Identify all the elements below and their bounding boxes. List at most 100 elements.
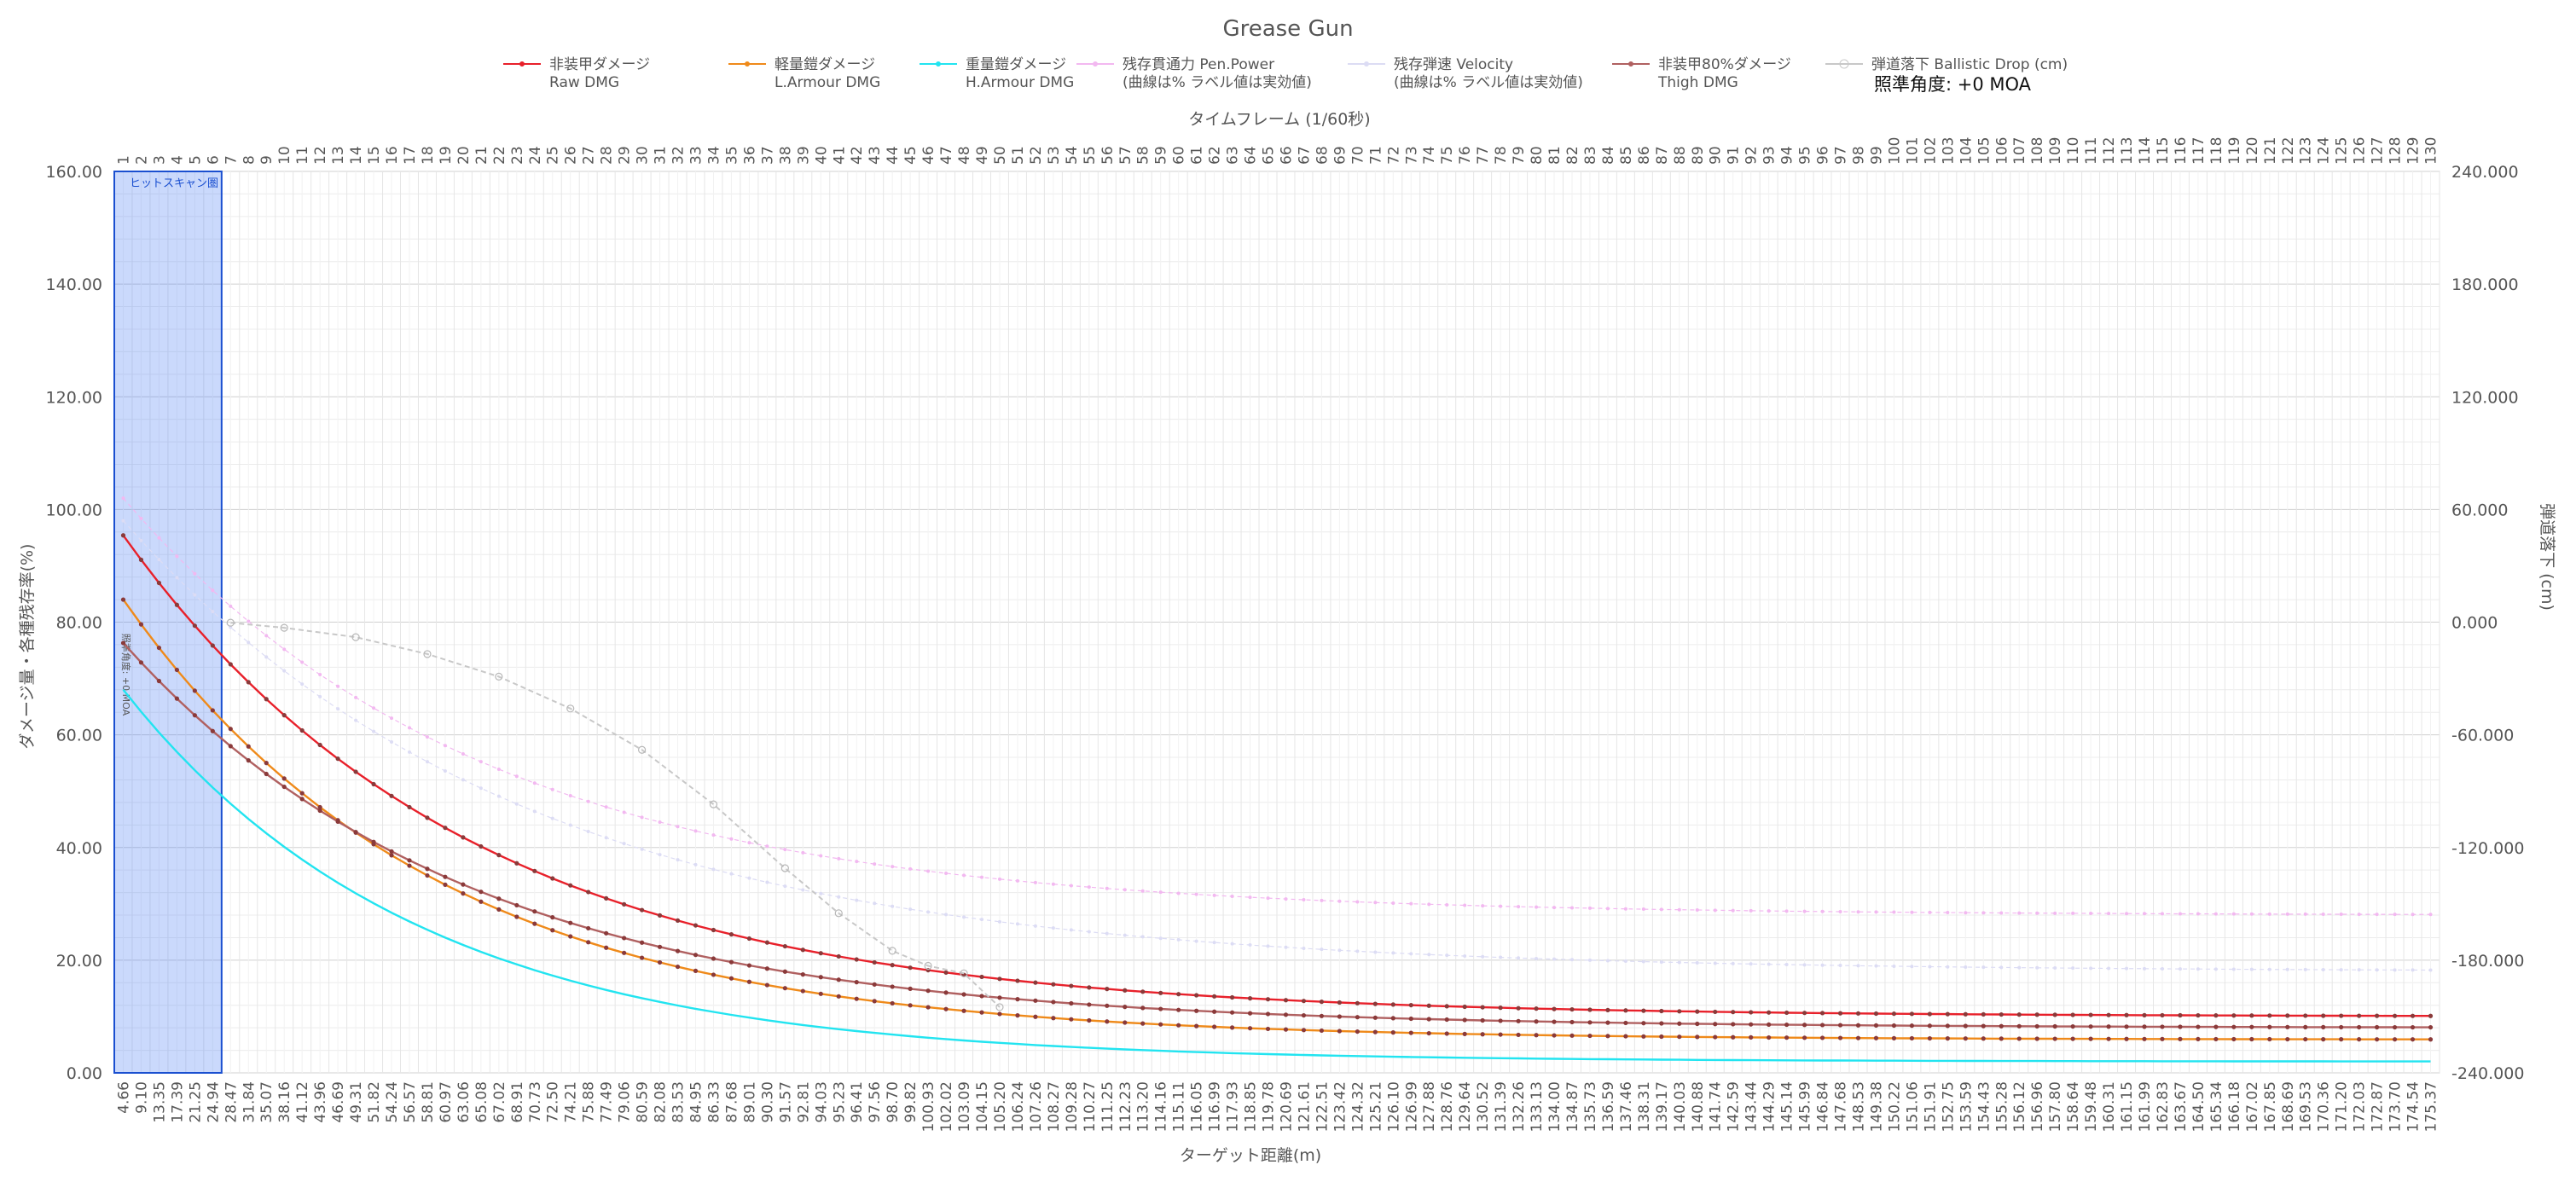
bottom-tick-label: 104.15 (974, 1081, 991, 1132)
series-point (425, 735, 429, 739)
series-point (1981, 1036, 1986, 1041)
series-point (175, 576, 179, 580)
series-point (120, 640, 126, 646)
series-point (1480, 1005, 1485, 1010)
series-point (1999, 1011, 2004, 1017)
series-point (1462, 1031, 1467, 1036)
series-point (2249, 1013, 2254, 1018)
series-point (496, 794, 501, 798)
series-point (1569, 1006, 1575, 1012)
series-point (1552, 1006, 1557, 1011)
series-point (2392, 1013, 2398, 1018)
series-point (2053, 911, 2057, 915)
bottom-tick-label: 119.78 (1261, 1081, 1278, 1132)
series-point (800, 948, 805, 953)
series-point (461, 882, 466, 887)
bottom-tick-label: 169.53 (2298, 1081, 2315, 1132)
bottom-tick-label: 138.31 (1636, 1081, 1653, 1132)
series-point (425, 760, 429, 764)
bottom-tick-label: 167.02 (2244, 1081, 2261, 1132)
bottom-tick-label: 77.49 (599, 1081, 616, 1123)
series-point (2375, 913, 2379, 917)
series-point (138, 660, 144, 665)
series-point (1713, 1009, 1718, 1015)
bottom-tick-label: 123.42 (1332, 1081, 1349, 1132)
series-point (1517, 905, 1521, 909)
series-point (658, 820, 662, 824)
bottom-tick-label: 111.25 (1099, 1081, 1117, 1132)
bottom-tick-label: 173.70 (2387, 1081, 2405, 1132)
series-point (2070, 1023, 2075, 1029)
series-point (1283, 1012, 1289, 1017)
right-tick-label: 240.000 (2451, 163, 2519, 182)
series-point (2357, 1024, 2362, 1030)
series-point (1695, 1021, 1700, 1027)
top-tick-label: 86 (1636, 146, 1653, 165)
series-point (855, 860, 859, 864)
series-point (425, 872, 430, 878)
series-line (123, 520, 2431, 971)
series-point (800, 972, 805, 977)
series-point (407, 858, 412, 863)
series-point (1964, 965, 1968, 969)
series-point (604, 836, 608, 840)
bottom-tick-label: 107.26 (1028, 1081, 1045, 1132)
series-point (1535, 905, 1539, 909)
top-tick-label: 29 (617, 146, 634, 165)
series-point (746, 979, 752, 984)
series-point (1517, 956, 1521, 960)
series-point (908, 907, 913, 912)
series-point (282, 647, 287, 652)
bottom-tick-label: 156.12 (2011, 1081, 2028, 1132)
series-point (1499, 955, 1503, 959)
top-tick-label: 93 (1761, 146, 1778, 165)
series-point (2107, 966, 2111, 971)
series-point (622, 936, 627, 941)
top-tick-label: 121 (2262, 137, 2279, 165)
left-tick-label: 60.00 (56, 727, 102, 745)
series-point (1819, 1023, 1825, 1028)
series-point (1444, 1004, 1449, 1009)
hitscan-region: ヒットスキャン圏 照準角度: +0 MOA (113, 171, 223, 1074)
series-point (1802, 909, 1807, 913)
series-point (2052, 1036, 2057, 1041)
top-tick-label: 130 (2423, 137, 2440, 165)
series-point (1928, 910, 1932, 914)
series-point (639, 955, 645, 960)
series-point (1927, 1011, 1932, 1017)
series-point (210, 643, 215, 648)
series-point (943, 990, 949, 995)
series-point (891, 904, 895, 908)
series-point (1158, 936, 1163, 941)
series-point (1212, 1009, 1217, 1014)
series-point (891, 865, 895, 869)
series-point (1605, 1034, 1610, 1039)
top-tick-label: 72 (1385, 146, 1402, 165)
series-point (1176, 1023, 1181, 1028)
bottom-tick-label: 121.61 (1296, 1081, 1313, 1132)
series-point (2375, 1037, 2380, 1042)
series-point (1749, 962, 1753, 966)
series-point (1069, 928, 1073, 932)
top-tick-label: 84 (1600, 146, 1617, 165)
bottom-tick-label: 171.20 (2334, 1081, 2351, 1132)
series-point (1033, 998, 1038, 1003)
ballistic-drop-point (888, 947, 896, 955)
series-point (1105, 931, 1109, 936)
bottom-tick-label: 90.30 (759, 1081, 776, 1123)
series-point (174, 696, 179, 701)
series-point (1534, 1006, 1539, 1011)
series-point (479, 890, 484, 895)
series-point (1569, 1019, 1575, 1025)
series-point (1892, 964, 1896, 968)
right-tick-label: 0.000 (2451, 614, 2498, 633)
bottom-tick-label: 134.87 (1564, 1081, 1581, 1132)
series-point (1069, 884, 1073, 888)
series-point (496, 896, 502, 901)
series-point (1498, 1018, 1503, 1023)
series-point (1731, 961, 1735, 965)
bottom-tick-label: 149.38 (1868, 1081, 1885, 1132)
legend-marker (1093, 61, 1098, 67)
